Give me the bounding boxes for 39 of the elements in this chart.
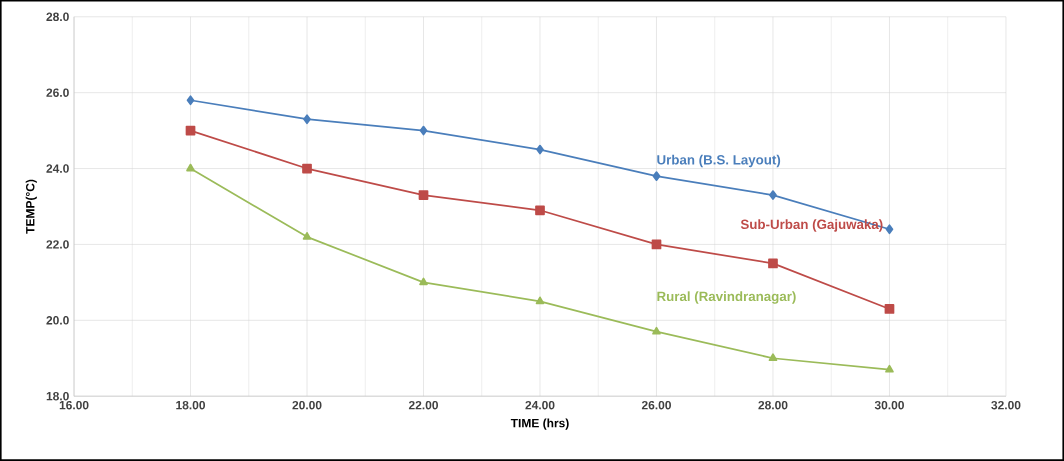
x-tick-label: 20.00 xyxy=(292,400,322,410)
y-tick-label: 22.0 xyxy=(46,240,69,249)
point xyxy=(302,163,312,174)
x-tick-label: 28.00 xyxy=(758,400,788,410)
point xyxy=(419,277,428,286)
x-tick-label: 24.00 xyxy=(525,400,555,410)
x-tick-label: 18.00 xyxy=(176,400,206,410)
point xyxy=(186,163,195,172)
x-tick-label: 26.00 xyxy=(641,400,671,410)
point xyxy=(768,258,778,269)
point xyxy=(885,224,894,235)
y-tick-label: 18.0 xyxy=(46,392,69,401)
y-tick-label: 26.0 xyxy=(46,88,69,97)
point xyxy=(186,95,195,106)
point xyxy=(535,205,545,216)
point xyxy=(418,190,429,201)
point xyxy=(419,125,428,136)
series-label: Rural (Ravindranagar) xyxy=(657,291,796,304)
y-tick-label: 20.0 xyxy=(46,316,69,325)
y-tick-label: 28.0 xyxy=(46,12,69,22)
y-tick-label: 24.0 xyxy=(46,164,69,173)
point xyxy=(652,326,661,335)
point xyxy=(768,353,778,362)
x-tick-label: 22.00 xyxy=(408,400,439,410)
point xyxy=(769,190,777,201)
x-axis-title: TIME (hrs) xyxy=(510,418,569,430)
series-label: Sub-Urban (Gajuwaka) xyxy=(740,219,883,232)
point xyxy=(535,296,545,305)
point xyxy=(652,171,661,182)
y-axis-title: TEMP(°C) xyxy=(25,179,37,234)
series-label: Urban (B.S. Layout) xyxy=(657,154,781,168)
x-tick-label: 32.00 xyxy=(991,400,1021,410)
point xyxy=(536,144,544,155)
point xyxy=(884,304,895,314)
x-tick-label: 30.00 xyxy=(874,400,904,410)
point xyxy=(302,232,312,240)
x-tick-label: 16.00 xyxy=(59,400,89,410)
point xyxy=(303,114,311,125)
point xyxy=(885,364,894,373)
